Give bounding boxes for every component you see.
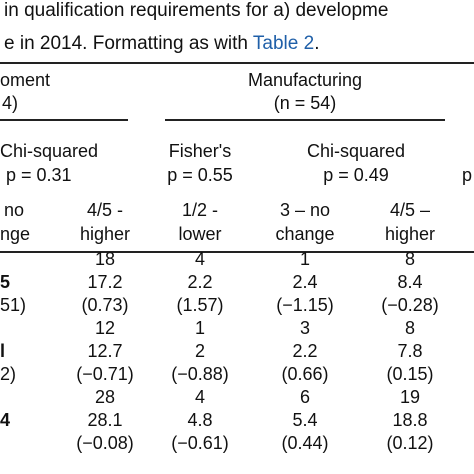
group-label: Manufacturing	[247, 70, 363, 90]
test-p: p	[462, 165, 473, 185]
cell: (−0.08)	[76, 433, 134, 453]
rule	[0, 62, 474, 64]
cell: 18	[94, 249, 116, 269]
test-name: Chi-squared	[306, 141, 406, 161]
column-header: change	[275, 224, 335, 244]
caption-text: .	[314, 33, 320, 54]
test-p: p = 0.55	[167, 165, 233, 185]
test-name: Fisher's	[168, 141, 232, 161]
caption-line: in qualification requirements for a) dev…	[4, 0, 389, 21]
cell: 4	[194, 249, 206, 269]
cell: 17.2	[87, 272, 123, 292]
cell: 12.7	[87, 341, 123, 361]
cell: 2	[194, 341, 206, 361]
table-link[interactable]: Table 2	[252, 33, 315, 54]
rule	[165, 119, 445, 121]
cell: (1.57)	[176, 295, 224, 315]
test-p: p = 0.31	[6, 165, 72, 185]
row-cell: 51)	[0, 295, 27, 315]
cell: 8.4	[397, 272, 423, 292]
column-header: 1/2 -	[181, 200, 219, 220]
column-header: higher	[384, 224, 436, 244]
cell: 3	[299, 318, 311, 338]
rule	[0, 251, 474, 253]
cell: (−0.88)	[171, 364, 229, 384]
cell: (−0.61)	[171, 433, 229, 453]
cell: 8	[404, 318, 416, 338]
test-p: p = 0.49	[323, 165, 389, 185]
column-header: nge	[0, 224, 31, 244]
column-header: 4/5 -	[86, 200, 124, 220]
row-cell: 2)	[0, 364, 17, 384]
row-cell: 5	[0, 272, 11, 292]
row-cell: l	[0, 341, 6, 361]
cell: 8	[404, 249, 416, 269]
column-header: 3 – no	[279, 200, 331, 220]
group-label: oment	[0, 70, 51, 90]
column-header: lower	[178, 224, 222, 244]
group-n: 4)	[2, 93, 19, 113]
column-header: no	[4, 200, 25, 220]
cell: (−0.28)	[381, 295, 439, 315]
cell: 28.1	[87, 410, 123, 430]
cell: 18.8	[392, 410, 428, 430]
cell: 12	[94, 318, 116, 338]
cell: 1	[299, 249, 311, 269]
cell: (0.44)	[281, 433, 329, 453]
cell: 1	[194, 318, 206, 338]
cell: (0.73)	[81, 295, 129, 315]
rule	[0, 119, 128, 121]
caption-text: e in 2014. Formatting as with	[4, 33, 253, 54]
cell: (−1.15)	[276, 295, 334, 315]
caption-line: e in 2014. Formatting as with Table 2.	[4, 33, 319, 55]
cell: 4.8	[187, 410, 213, 430]
row-cell: 4	[0, 410, 11, 430]
cell: 7.8	[397, 341, 423, 361]
cell: (−0.71)	[76, 364, 134, 384]
cell: 19	[399, 387, 421, 407]
cell: 4	[194, 387, 206, 407]
cell: 2.2	[187, 272, 213, 292]
column-header: 4/5 –	[389, 200, 431, 220]
cell: 28	[94, 387, 116, 407]
group-n: (n = 54)	[273, 93, 337, 113]
cell: 6	[299, 387, 311, 407]
cell: (0.66)	[281, 364, 329, 384]
cell: 2.2	[292, 341, 318, 361]
column-header: higher	[79, 224, 131, 244]
cell: (0.12)	[386, 433, 434, 453]
cell: 5.4	[292, 410, 318, 430]
cell: 2.4	[292, 272, 318, 292]
cell: (0.15)	[386, 364, 434, 384]
test-name: Chi-squared	[0, 141, 99, 161]
